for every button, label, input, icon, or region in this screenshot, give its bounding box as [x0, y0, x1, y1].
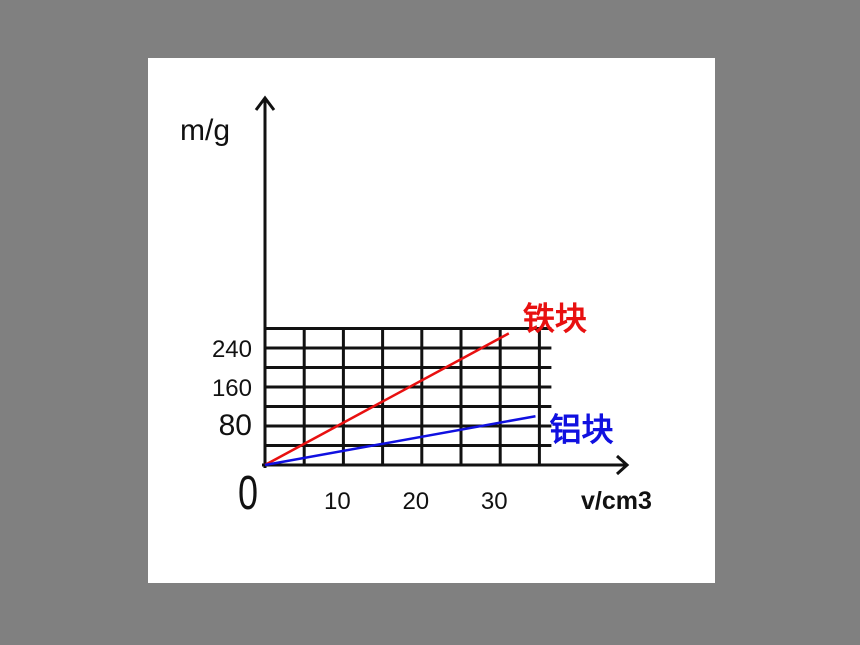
series-line [264, 415, 536, 467]
series-line [264, 332, 510, 467]
y-tick-label: 80 [219, 409, 252, 442]
axes [254, 95, 630, 476]
y-axis-label: m/g [180, 114, 230, 147]
tick-labels: 10 20 30 80 160 240 [212, 336, 508, 515]
series-label: 铝块 [549, 410, 613, 448]
x-axis-arrow [615, 454, 630, 476]
y-tick-label: 240 [212, 336, 252, 363]
x-tick-label: 10 [324, 488, 351, 515]
series-label: 铁块 [523, 299, 587, 337]
y-tick-label: 160 [212, 375, 252, 402]
y-axis-arrow [254, 95, 276, 111]
chart-panel: 10 20 30 80 160 240 铁块铝块 m/g v/cm3 0 [148, 58, 715, 583]
axis-labels: m/g v/cm3 0 [180, 114, 652, 519]
x-tick-label: 30 [481, 488, 508, 515]
grid [263, 327, 552, 465]
origin-label: 0 [238, 466, 258, 519]
x-axis-label: v/cm3 [581, 487, 652, 515]
x-tick-label: 20 [402, 488, 429, 515]
